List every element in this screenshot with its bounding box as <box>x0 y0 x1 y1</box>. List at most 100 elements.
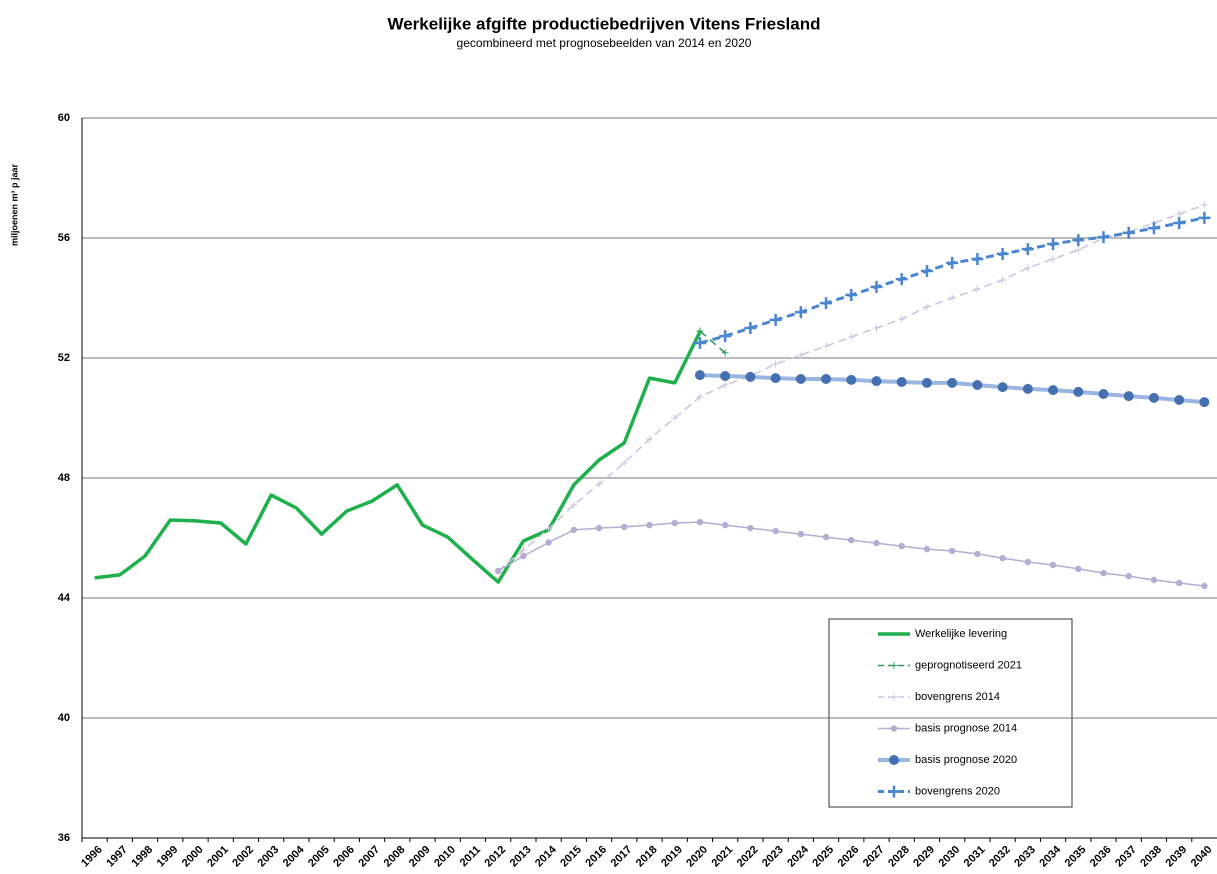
data-point <box>671 519 678 527</box>
data-point <box>721 349 729 357</box>
data-point <box>871 376 882 387</box>
x-tick-label: 2006 <box>331 844 357 870</box>
data-point <box>947 377 958 388</box>
data-point <box>1198 211 1211 224</box>
x-tick-label: 2040 <box>1189 844 1215 870</box>
data-point <box>974 550 981 558</box>
y-tick-label: 40 <box>58 712 70 724</box>
data-point <box>848 536 855 544</box>
data-point <box>821 374 832 384</box>
data-point <box>971 253 984 265</box>
x-tick-label: 2009 <box>407 844 433 870</box>
legend-label: bovengrens 2014 <box>915 691 1000 703</box>
data-point <box>923 545 931 553</box>
data-point <box>1100 569 1107 577</box>
x-tick-label: 2021 <box>710 844 736 870</box>
data-point <box>770 373 781 384</box>
data-point <box>795 374 806 384</box>
data-point <box>696 327 704 335</box>
x-tick-label: 2001 <box>205 844 231 870</box>
data-point <box>1199 397 1210 408</box>
data-point <box>845 289 858 301</box>
data-point <box>923 303 931 311</box>
legend-label: basis prognose 2020 <box>915 754 1017 766</box>
data-point <box>898 315 906 323</box>
legend-box <box>828 618 1073 808</box>
x-tick-label: 2024 <box>785 843 811 869</box>
data-point <box>720 371 731 381</box>
x-tick-label: 2033 <box>1012 844 1038 870</box>
legend-marker <box>888 785 900 798</box>
x-tick-label: 2023 <box>760 844 786 870</box>
data-point <box>870 280 883 293</box>
y-tick-label: 44 <box>58 592 71 604</box>
x-tick-label: 1999 <box>155 844 181 870</box>
x-tick-label: 2026 <box>836 844 862 870</box>
data-point <box>1098 389 1109 399</box>
x-tick-label: 2017 <box>609 844 635 870</box>
y-tick-label: 36 <box>58 832 70 844</box>
series-line <box>497 204 1205 572</box>
data-point <box>973 285 981 293</box>
data-point <box>769 313 782 326</box>
data-point <box>1173 217 1186 229</box>
x-tick-label: 2037 <box>1113 844 1139 870</box>
x-tick-label: 2034 <box>1037 843 1063 869</box>
x-tick-label: 2008 <box>382 844 408 870</box>
x-tick-label: 2032 <box>987 844 1013 870</box>
legend-label: bovengrens 2020 <box>915 785 1000 797</box>
data-point <box>772 360 780 368</box>
data-point <box>898 542 905 550</box>
data-point <box>1074 246 1082 254</box>
x-tick-label: 2014 <box>533 843 559 869</box>
y-tick-label: 48 <box>58 472 70 484</box>
data-point <box>671 414 679 422</box>
legend-label: basis prognose 2014 <box>915 722 1017 734</box>
data-point <box>494 567 502 575</box>
data-point <box>721 521 729 529</box>
data-point <box>846 374 857 385</box>
data-point <box>747 524 754 532</box>
data-point <box>1024 264 1032 272</box>
data-point <box>1122 226 1135 239</box>
data-point <box>519 546 527 554</box>
data-point <box>1200 201 1208 209</box>
data-point <box>545 539 552 546</box>
series-line <box>94 331 702 584</box>
data-point <box>996 247 1009 260</box>
x-tick-label: 2039 <box>1164 844 1190 870</box>
data-point <box>1147 222 1160 235</box>
data-point <box>1049 561 1057 569</box>
x-tick-label: 2035 <box>1063 844 1089 870</box>
y-tick-label: 52 <box>58 352 70 364</box>
data-point <box>621 523 628 531</box>
x-tick-label: 2007 <box>356 844 382 870</box>
data-point <box>1175 210 1183 218</box>
data-point <box>896 377 907 387</box>
x-tick-label: 2013 <box>508 844 534 870</box>
data-point <box>1075 565 1082 573</box>
data-point <box>1175 579 1183 587</box>
data-point <box>895 273 908 286</box>
data-point <box>797 530 805 538</box>
legend-marker <box>889 755 899 765</box>
data-point <box>744 322 757 334</box>
data-point <box>847 333 855 341</box>
x-tick-label: 2031 <box>962 844 988 870</box>
data-point <box>1072 234 1085 247</box>
x-tick-label: 2029 <box>911 844 937 870</box>
data-point <box>1022 383 1033 394</box>
data-point <box>972 380 983 390</box>
y-tick-label: 60 <box>58 112 70 124</box>
y-axis-label: miljoenen m³ p jaar <box>9 163 19 246</box>
data-point <box>694 370 705 381</box>
x-tick-label: 2027 <box>861 844 887 870</box>
x-tick-label: 1998 <box>129 844 155 870</box>
data-point <box>948 294 956 302</box>
data-point <box>696 393 704 401</box>
data-point <box>822 533 830 541</box>
data-point <box>1048 385 1059 396</box>
data-point <box>920 265 933 277</box>
data-point <box>1148 392 1159 403</box>
